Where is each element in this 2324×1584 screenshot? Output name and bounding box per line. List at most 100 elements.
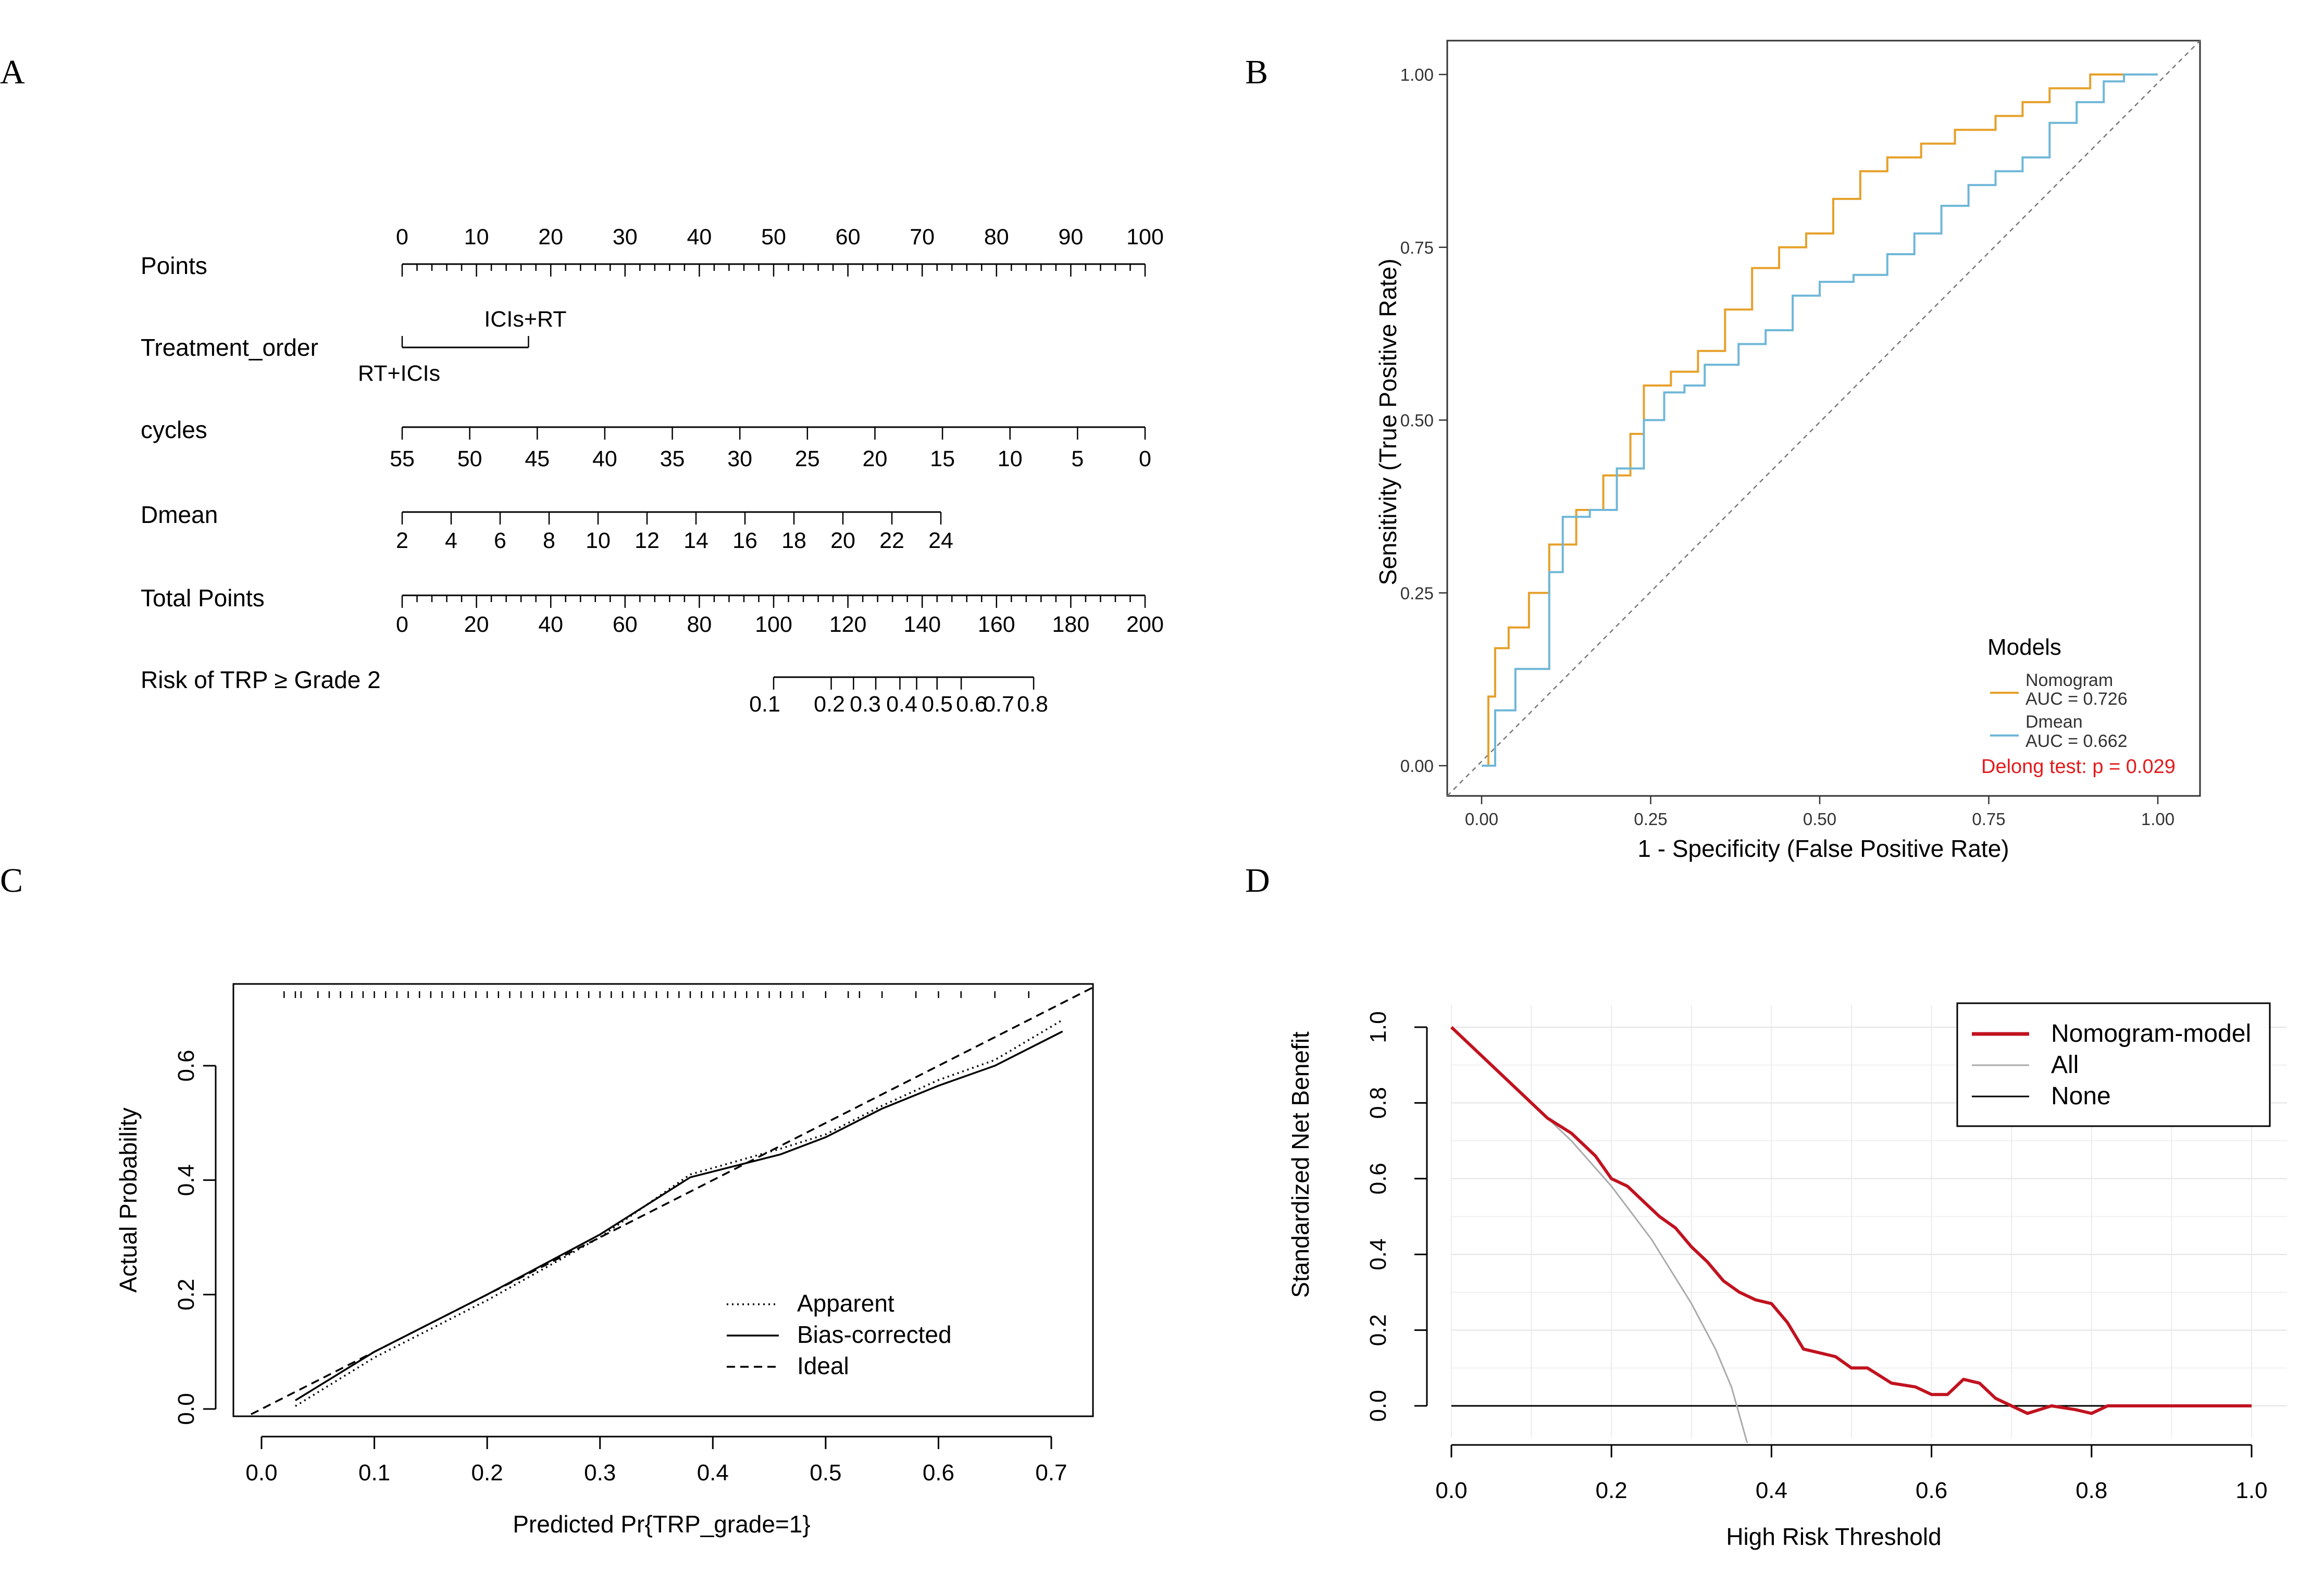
decision-curve-y-tick-label: 1.0 — [1365, 1011, 1391, 1043]
dmean-tick-label: 18 — [781, 528, 806, 553]
calibration-y-axis-label: Actual Probability — [115, 1107, 142, 1292]
roc-plot-frame — [1446, 40, 2201, 797]
risk-tick-label: 0.3 — [850, 692, 881, 717]
decision-curve-y-axis-label: Standardized Net Benefit — [1287, 1031, 1314, 1298]
roc-curve-nomogram — [1482, 73, 2158, 767]
calibration-x-tick-label: 0.7 — [1035, 1460, 1067, 1486]
decision-curve-x-tick-label: 1.0 — [2235, 1478, 2267, 1503]
nomogram-row-label-risk: Risk of TRP ≥ Grade 2 — [141, 666, 381, 693]
calibration-x-tick-label: 0.2 — [471, 1460, 503, 1486]
dmean-tick-label: 14 — [683, 528, 709, 553]
roc-y-tick-label: 0.25 — [1400, 583, 1434, 603]
total-points-tick-label: 60 — [613, 612, 638, 637]
calibration-curve-apparent — [295, 1019, 1063, 1407]
dmean-tick-label: 6 — [494, 528, 506, 553]
dmean-tick-label: 20 — [830, 528, 855, 553]
roc-x-tick-label: 0.00 — [1465, 809, 1498, 829]
decision-curve-x-tick-label: 0.2 — [1596, 1478, 1627, 1503]
roc-x-tick-label: 0.25 — [1634, 809, 1667, 829]
total-points-tick-label: 40 — [538, 612, 563, 637]
roc-chance-diagonal — [1447, 40, 2201, 796]
total-points-tick-label: 80 — [687, 612, 712, 637]
roc-legend-auc-nomogram: AUC = 0.726 — [2025, 689, 2128, 709]
decision-curve-x-tick-label: 0.0 — [1435, 1478, 1467, 1503]
nomogram-row-label-dmean: Dmean — [141, 501, 218, 528]
risk-tick-label: 0.5 — [922, 692, 953, 717]
roc-legend-name-nomogram: Nomogram — [2025, 670, 2113, 690]
cycles-tick-label: 5 — [1071, 446, 1084, 471]
calibration-legend-ideal: Ideal — [797, 1352, 849, 1379]
calibration-legend-bias-corrected: Bias-corrected — [797, 1321, 952, 1348]
decision-curve-legend-model: Nomogram-model — [2051, 1020, 2251, 1047]
cycles-tick-label: 35 — [660, 446, 685, 471]
roc-panel: 0.00 0.25 0.50 0.75 1.00 0.00 0.25 0.50 0.75 1.00… — [1374, 40, 2201, 862]
points-tick-label: 50 — [761, 224, 786, 250]
dmean-tick-label: 8 — [543, 528, 555, 553]
decision-curve-x-tick-label: 0.4 — [1756, 1478, 1787, 1503]
panel-label-c: C — [0, 862, 23, 900]
risk-tick-label: 0.6 — [956, 692, 987, 717]
points-tick-label: 90 — [1058, 224, 1083, 250]
cycles-tick-label: 15 — [930, 446, 955, 471]
dmean-tick-label: 16 — [732, 528, 757, 553]
panel-label-a: A — [0, 53, 25, 91]
calibration-x-tick-label: 0.0 — [245, 1460, 277, 1486]
total-points-tick-label: 0 — [396, 612, 408, 637]
panel-label-d: D — [1245, 862, 1270, 900]
total-points-tick-label: 120 — [829, 612, 867, 637]
calibration-x-axis-label: Predicted Pr{TRP_grade=1} — [513, 1511, 811, 1538]
cycles-tick-label: 20 — [863, 446, 888, 471]
calibration-x-tick-label: 0.5 — [810, 1460, 841, 1486]
total-points-tick-label: 160 — [978, 612, 1015, 637]
decision-curve-model-line — [1450, 1026, 2252, 1415]
decision-curve-y-tick-label: 0.0 — [1365, 1390, 1391, 1421]
roc-legend-title: Models — [1987, 634, 2061, 660]
roc-legend: Models Nomogram AUC = 0.726 Dmean AUC = … — [1981, 634, 2176, 778]
decision-curve-legend: Nomogram-model All None — [1956, 1002, 2271, 1127]
calibration-x-tick-label: 0.6 — [923, 1460, 954, 1486]
nomogram-row-label-points: Points — [141, 252, 207, 279]
calibration-y-tick-label: 0.2 — [173, 1279, 199, 1311]
decision-curve-all-line — [1450, 1026, 1748, 1443]
total-points-tick-label: 180 — [1052, 612, 1090, 637]
nomogram-row-label-total: Total Points — [141, 584, 265, 612]
cycles-tick-label: 50 — [457, 446, 482, 471]
calibration-plot-frame — [232, 983, 1094, 1417]
total-points-tick-label: 200 — [1126, 612, 1164, 637]
cycles-tick-label: 45 — [525, 446, 550, 471]
dmean-tick-label: 24 — [928, 528, 953, 553]
nomogram-row-label-cycles: cycles — [141, 416, 207, 443]
risk-tick-label: 0.2 — [814, 692, 845, 717]
cycles-tick-label: 55 — [390, 446, 415, 471]
roc-curve-dmean — [1482, 73, 2158, 767]
nomogram-row-label-treatment: Treatment_order — [141, 334, 318, 361]
roc-y-tick-label: 1.00 — [1400, 65, 1434, 84]
calibration-legend-apparent: Apparent — [797, 1290, 894, 1317]
calibration-panel: 0.0 0.1 0.2 0.3 0.4 0.5 0.6 0.7 0.0 0.2 0.4 0.6 Pre… — [115, 983, 1094, 1538]
roc-legend-auc-dmean: AUC = 0.662 — [2025, 731, 2128, 751]
decision-curve-legend-all: All — [2051, 1051, 2079, 1079]
decision-curve-y-tick-label: 0.4 — [1365, 1239, 1391, 1270]
nomogram-panel: Points Treatment_order cycles Dmean Tota… — [141, 224, 1164, 717]
points-tick-label: 20 — [538, 224, 563, 250]
decision-curve-panel: 0.0 0.2 0.4 0.6 0.8 1.0 0.0 0.2 0.4 0.6 0.8 1.0 Hig… — [1287, 1002, 2287, 1550]
decision-curve-y-tick-label: 0.2 — [1365, 1314, 1391, 1346]
decision-curve-y-tick-label: 0.8 — [1365, 1087, 1391, 1119]
total-points-tick-label: 100 — [755, 612, 792, 637]
risk-tick-label: 0.8 — [1017, 692, 1048, 717]
cycles-tick-label: 10 — [998, 446, 1023, 471]
total-points-tick-label: 140 — [903, 612, 941, 637]
treatment-category-label: ICIs+RT — [484, 307, 566, 332]
dmean-tick-label: 10 — [586, 528, 611, 553]
cycles-tick-label: 30 — [727, 446, 752, 471]
dmean-tick-label: 12 — [635, 528, 660, 553]
risk-tick-label: 0.4 — [886, 692, 917, 717]
decision-curve-y-tick-label: 0.6 — [1365, 1163, 1391, 1194]
points-tick-label: 80 — [984, 224, 1009, 250]
total-points-tick-label: 20 — [464, 612, 489, 637]
roc-y-tick-label: 0.00 — [1400, 756, 1434, 776]
dmean-tick-label: 22 — [879, 528, 904, 553]
points-tick-label: 0 — [396, 224, 408, 250]
calibration-marks: 0.0 0.1 0.2 0.3 0.4 0.5 0.6 0.7 0.0 0.2 0.4 0.6 — [173, 986, 1093, 1486]
